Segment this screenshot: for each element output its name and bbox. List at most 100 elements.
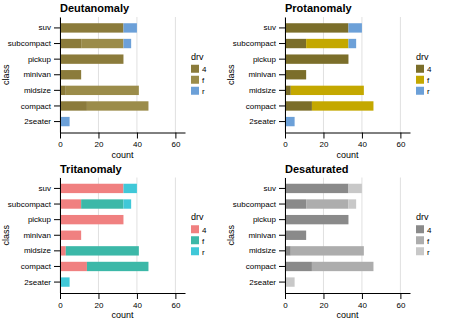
tick-label: 60 (396, 301, 405, 310)
tick-label: 40 (133, 140, 142, 149)
tick-label: minivan (23, 70, 51, 79)
tick-label: 0 (58, 301, 63, 310)
tick-mark (279, 27, 285, 28)
tick-mark (323, 293, 324, 299)
legend-title: drv (416, 212, 429, 222)
tick-mark (400, 293, 401, 299)
bar (373, 101, 374, 110)
tick: pickup (253, 55, 285, 64)
figure: 0 20 40 60 2seater compact midsize minivan picku… (0, 0, 450, 321)
legend-item: r (416, 87, 430, 97)
bar (285, 117, 295, 126)
tick-mark (137, 293, 138, 299)
legend-item: 4 (191, 225, 207, 235)
tick-label: minivan (248, 231, 276, 240)
tick-mark (54, 27, 60, 28)
legend: drv4fr (416, 52, 432, 97)
tick: midsize (249, 246, 285, 255)
tick-mark (137, 133, 138, 139)
tick-mark (400, 133, 401, 139)
bar (60, 215, 123, 224)
tick-label: compact (21, 102, 52, 111)
y-axis: 2seatercompactmidsizeminivanpickupsubcom… (8, 18, 61, 134)
grid-line (400, 17, 401, 133)
tick: minivan (248, 231, 285, 240)
tick: suv (264, 184, 285, 193)
bar (285, 101, 312, 110)
tick-mark (285, 293, 286, 299)
bar (285, 184, 348, 193)
series (291, 39, 374, 111)
grid-line (361, 178, 362, 294)
legend-label: r (202, 248, 205, 257)
tick: 2seater (249, 278, 285, 287)
bar (123, 54, 124, 63)
axis-line (60, 178, 61, 294)
grid-line (98, 17, 99, 133)
tick-mark (279, 74, 285, 75)
tick: compact (21, 102, 60, 111)
tick-mark (98, 293, 99, 299)
y-axis: 2seatercompactmidsizeminivanpickupsubcom… (233, 178, 286, 294)
grid-line (175, 17, 176, 133)
bar (312, 101, 374, 110)
tick-label: minivan (23, 231, 51, 240)
bar (87, 262, 149, 271)
bar (363, 86, 364, 95)
tick-mark (279, 204, 285, 205)
legend-swatch (416, 87, 424, 95)
tick-mark (279, 266, 285, 267)
tick-label: 2seater (249, 278, 276, 287)
tick-label: compact (246, 262, 277, 271)
legend: drv4fr (416, 212, 432, 257)
tick-mark (60, 293, 61, 299)
tick: pickup (28, 55, 60, 64)
bar (138, 86, 139, 95)
tick-mark (279, 282, 285, 283)
legend-label: 4 (427, 226, 432, 235)
y-axis-title: class (1, 64, 11, 85)
legend-label: f (427, 76, 430, 85)
tick-mark (279, 121, 285, 122)
grid-line (361, 17, 362, 133)
legend: drv4fr (191, 52, 207, 97)
legend-swatch (416, 65, 424, 73)
legend-swatch (191, 247, 199, 255)
bar (306, 199, 348, 208)
bar (348, 199, 356, 208)
legend-item: f (416, 236, 430, 246)
bar (285, 262, 312, 271)
tick: compact (21, 262, 60, 271)
bar (60, 70, 81, 79)
tick: 2seater (249, 117, 285, 126)
tick-label: suv (39, 23, 51, 32)
panel: 02040602seatercompactmidsizeminivanpicku… (1, 2, 207, 160)
bar (306, 70, 307, 79)
tick-mark (175, 293, 176, 299)
bar (312, 262, 374, 271)
y-axis-title: class (226, 64, 236, 85)
tick: midsize (24, 86, 60, 95)
legend-swatch (191, 225, 199, 233)
bars (285, 184, 373, 287)
tick: suv (264, 23, 285, 32)
tick-label: compact (21, 262, 52, 271)
bar (348, 54, 349, 63)
panel: 02040602seatercompactmidsizeminivanpicku… (226, 163, 432, 321)
bar (285, 199, 306, 208)
tick: midsize (249, 86, 285, 95)
title: Protanomaly (285, 2, 353, 14)
grid (60, 178, 175, 294)
tick-mark (54, 43, 60, 44)
legend-item: r (191, 87, 205, 97)
tick: 0 (58, 293, 63, 310)
series (60, 23, 137, 126)
tick: 40 (133, 293, 142, 310)
bar (148, 262, 149, 271)
tick: 20 (95, 133, 104, 150)
tick-label: 2seater (24, 278, 51, 287)
grid-line (323, 178, 324, 294)
tick: suv (39, 184, 60, 193)
legend-title: drv (191, 212, 204, 222)
tick-mark (54, 59, 60, 60)
